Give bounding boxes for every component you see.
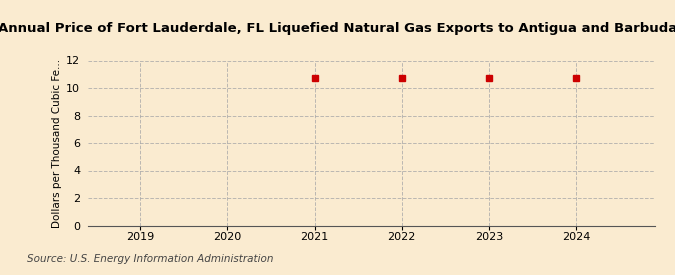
Text: Annual Price of Fort Lauderdale, FL Liquefied Natural Gas Exports to Antigua and: Annual Price of Fort Lauderdale, FL Liqu… [0,22,675,35]
Text: Source: U.S. Energy Information Administration: Source: U.S. Energy Information Administ… [27,254,273,264]
Y-axis label: Dollars per Thousand Cubic Fe...: Dollars per Thousand Cubic Fe... [52,59,62,228]
